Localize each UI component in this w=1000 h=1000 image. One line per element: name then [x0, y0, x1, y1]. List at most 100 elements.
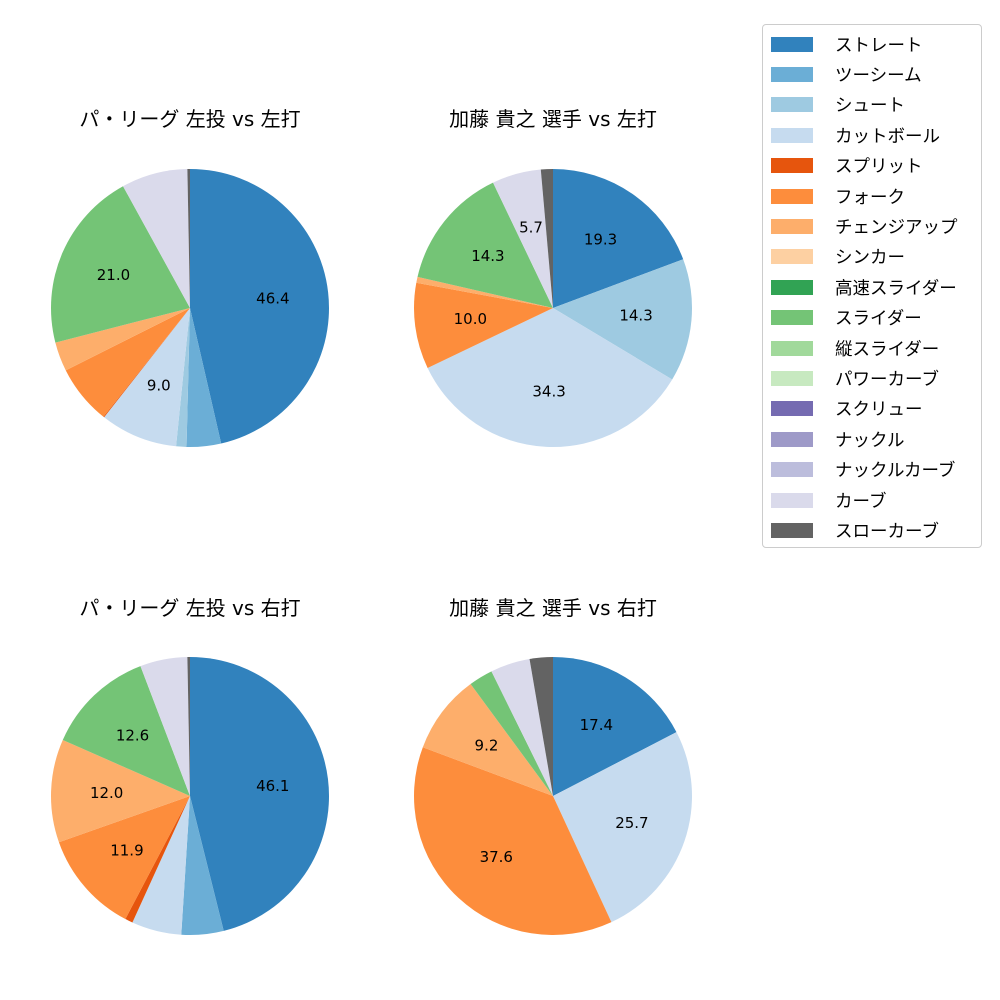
slice-value-label: 5.7 [519, 219, 543, 237]
legend-label: ナックルカーブ [835, 461, 956, 482]
slice-value-label: 37.6 [480, 848, 513, 866]
slice-value-label: 34.3 [532, 382, 565, 400]
slice-value-label: 46.4 [256, 290, 289, 308]
legend-label: シュート [835, 96, 905, 117]
legend-item: パワーカーブ [771, 366, 939, 390]
legend-item: カットボール [771, 123, 940, 147]
legend-swatch [771, 431, 813, 447]
legend-item: スライダー [771, 306, 922, 330]
pie-slice [190, 168, 330, 444]
legend-item: フォーク [771, 184, 905, 208]
pie-slice [470, 671, 553, 796]
legend-swatch [771, 492, 813, 508]
slice-value-label: 11.9 [110, 842, 143, 860]
legend-label: スプリット [835, 157, 923, 178]
legend-item: スクリュー [771, 397, 923, 421]
legend-item: シュート [771, 93, 905, 117]
legend-label: スライダー [835, 309, 922, 330]
slice-value-label: 14.3 [619, 307, 652, 325]
legend-item: スローカーブ [771, 518, 939, 542]
slice-value-label: 14.3 [471, 247, 504, 265]
slice-value-label: 21.0 [97, 266, 130, 284]
legend-item: ツーシーム [771, 62, 922, 86]
legend-label: ナックル [835, 430, 905, 451]
legend-label: スローカーブ [835, 521, 939, 542]
pie-slice [58, 796, 190, 920]
legend-item: ナックル [771, 427, 904, 451]
legend-swatch [771, 370, 813, 386]
legend-swatch [771, 36, 813, 52]
pie-slice [65, 308, 190, 417]
pie-slice [529, 657, 553, 796]
legend-item: スプリット [771, 154, 923, 178]
legend-swatch [771, 127, 813, 143]
pie-slice [50, 186, 190, 343]
legend-label: フォーク [835, 187, 905, 208]
pie-slice [140, 657, 190, 796]
pie-slice [553, 169, 684, 308]
legend-swatch [771, 66, 813, 82]
pie-slice [104, 308, 190, 447]
pie-slice [55, 308, 190, 371]
legend-item: シンカー [771, 245, 905, 269]
legend-swatch [771, 340, 813, 356]
pie-slice [553, 732, 692, 923]
chart-title-3: パ・リーグ 左投 vs 右打 [79, 596, 301, 620]
legend-label: カーブ [835, 491, 887, 512]
pie-slice [553, 259, 692, 380]
legend-item: ストレート [771, 32, 923, 56]
legend-label: チェンジアップ [835, 217, 958, 238]
legend-item: ナックルカーブ [771, 458, 955, 482]
chart-title-2: 加藤 貴之 選手 vs 左打 [449, 107, 657, 131]
pie-slice [427, 308, 673, 447]
legend: ストレートツーシームシュートカットボール スプリットフォークチェンジアップ シンカー… [762, 24, 982, 548]
pie-slice [125, 796, 190, 923]
slice-value-label: 19.3 [584, 230, 617, 248]
slice-value-label: 9.2 [475, 737, 499, 755]
slice-value-label: 17.4 [580, 716, 613, 734]
pie-slice [417, 182, 553, 308]
legend-swatch [771, 158, 813, 174]
legend-item: 高速スライダー [771, 275, 957, 299]
slice-value-label: 25.7 [615, 814, 648, 832]
pie-slice [493, 169, 553, 308]
legend-label: スクリュー [835, 400, 923, 421]
legend-item: 縦スライダー [771, 336, 939, 360]
pie-slice [414, 282, 553, 368]
pie-slice [103, 308, 190, 418]
legend-label: シンカー [835, 248, 905, 269]
pie-slice [176, 308, 190, 447]
slice-value-label: 9.0 [147, 376, 171, 394]
legend-item: チェンジアップ [771, 214, 958, 238]
legend-swatch [771, 522, 813, 538]
legend-swatch [771, 188, 813, 204]
chart-title-4: 加藤 貴之 選手 vs 右打 [449, 596, 657, 620]
pie-slice [62, 666, 190, 796]
legend-swatch [771, 462, 813, 478]
legend-label: ツーシーム [835, 65, 922, 86]
legend-label: パワーカーブ [835, 369, 939, 390]
pie-slice [186, 308, 222, 447]
legend-swatch [771, 249, 813, 265]
pie-slice [51, 739, 190, 843]
pie-slice [422, 684, 553, 796]
slice-value-label: 12.6 [116, 727, 149, 745]
slice-value-label: 46.1 [256, 777, 289, 795]
pie-slice [553, 657, 677, 796]
legend-label: 縦スライダー [835, 339, 940, 360]
pie-slice [181, 796, 224, 935]
slice-value-label: 10.0 [454, 310, 487, 328]
pie-slice [123, 169, 190, 308]
legend-label: カットボール [835, 126, 940, 147]
pie-slice [187, 657, 190, 796]
chart-title-1: パ・リーグ 左投 vs 左打 [79, 107, 301, 131]
legend-swatch [771, 279, 813, 295]
pie-slice [491, 658, 553, 796]
legend-item: カーブ [771, 488, 886, 512]
legend-label: ストレート [835, 35, 923, 56]
legend-label: 高速スライダー [835, 278, 957, 299]
pie-slice [414, 747, 612, 935]
